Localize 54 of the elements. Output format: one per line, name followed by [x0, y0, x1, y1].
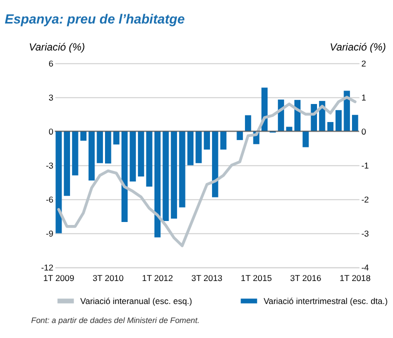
bar — [64, 131, 70, 196]
bar — [113, 131, 120, 144]
bar — [105, 131, 112, 164]
bar — [336, 110, 342, 132]
y2-tick-label: -2 — [361, 194, 370, 205]
x-tick-label: 3T 2010 — [92, 272, 124, 283]
bar — [327, 122, 334, 132]
bar — [88, 131, 95, 181]
y2-tick-label: -3 — [361, 228, 370, 239]
legend-label: Variació intertrimestral (esc. dta.) — [264, 296, 388, 306]
y2-tick-label: -1 — [361, 160, 370, 171]
bar — [162, 131, 169, 221]
x-tick-label: 1T 2012 — [142, 272, 174, 283]
bar — [130, 131, 136, 182]
y-axis-title: Variació (%) — [28, 42, 85, 54]
x-tick-label: 1T 2018 — [340, 272, 371, 283]
y-tick-label: -9 — [46, 228, 54, 239]
y2-tick-label: 2 — [361, 58, 366, 68]
y2-tick-label: 1 — [361, 92, 366, 103]
bar — [121, 131, 128, 222]
y-tick-label: 3 — [48, 92, 54, 103]
bar — [196, 131, 202, 164]
y-tick-label: 6 — [48, 58, 54, 68]
y-tick-label: -3 — [46, 160, 54, 171]
legend-label: Variació interanual (esc. esq.) — [80, 296, 192, 306]
chart-title: Espanya: preu de l’habitatge — [4, 12, 185, 27]
bar — [220, 131, 226, 150]
bar — [56, 131, 62, 234]
bar — [236, 131, 243, 140]
y2-tick-label: 0 — [361, 126, 366, 137]
bar — [72, 131, 78, 176]
bar — [204, 131, 210, 150]
x-tick-label: 3T 2013 — [191, 272, 223, 283]
bar — [146, 131, 152, 187]
x-tick-label: 1T 2009 — [43, 272, 74, 283]
bar — [179, 131, 186, 208]
y2-tick-label: -4 — [361, 262, 370, 273]
bar — [302, 131, 309, 148]
bar — [352, 114, 358, 132]
bar — [80, 131, 86, 141]
bar — [96, 131, 103, 164]
bar — [244, 115, 252, 132]
bar — [170, 131, 178, 219]
line-series — [57, 96, 356, 248]
x-tick-label: 1T 2015 — [240, 272, 272, 283]
bar — [187, 131, 194, 166]
y-tick-label: -6 — [46, 194, 54, 205]
bar — [154, 131, 161, 238]
y-tick-label: -12 — [41, 262, 54, 273]
bar — [138, 131, 144, 176]
y-tick-label: 0 — [48, 126, 54, 137]
x-tick-label: 3T 2016 — [290, 272, 322, 283]
y2-axis-title: Variació (%) — [330, 42, 386, 54]
bar — [212, 131, 218, 198]
